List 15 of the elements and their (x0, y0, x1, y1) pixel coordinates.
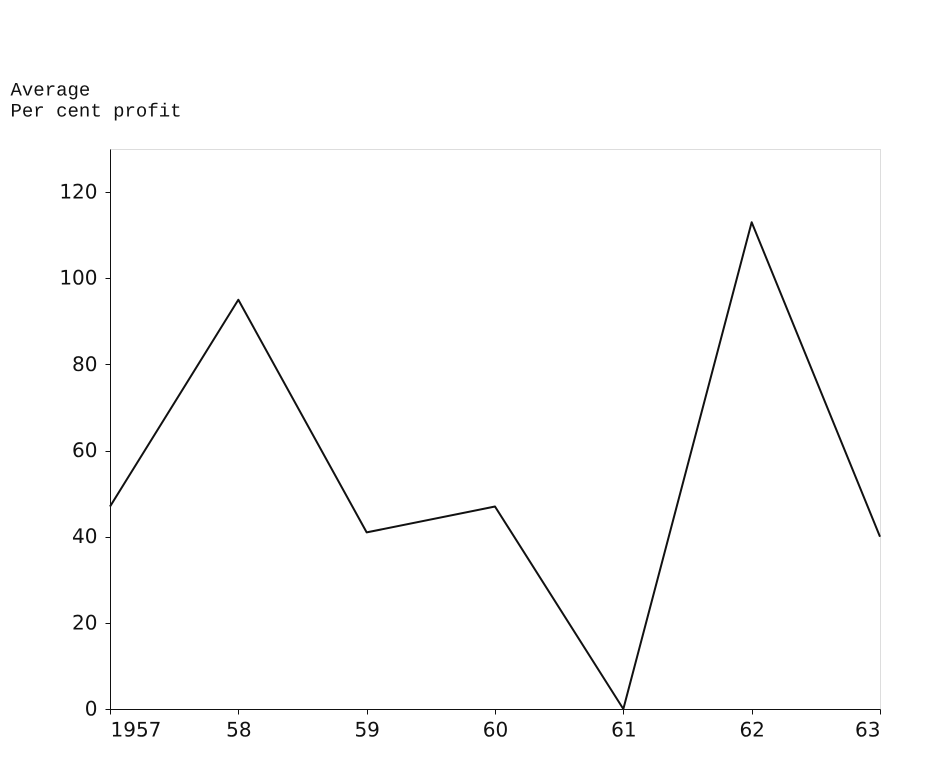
y-axis-title: Average Per cent profit (10, 80, 182, 122)
x-tick-label: 60 (482, 718, 508, 742)
x-tick-label: 62 (739, 718, 765, 742)
y-tick-label: 20 (72, 610, 98, 634)
x-tick-label: 1957 (110, 718, 162, 742)
x-tick-label: 63 (855, 718, 880, 742)
x-tick-label: 61 (611, 718, 637, 742)
y-tick-label: 0 (84, 696, 98, 720)
y-tick-label: 40 (72, 524, 98, 548)
y-tick-label: 80 (72, 352, 98, 376)
y-tick-label: 100 (59, 266, 98, 290)
x-tick-label: 58 (226, 718, 252, 742)
y-tick-label: 120 (59, 180, 98, 204)
x-tick-label: 59 (354, 718, 380, 742)
y-tick-label: 60 (72, 438, 98, 462)
